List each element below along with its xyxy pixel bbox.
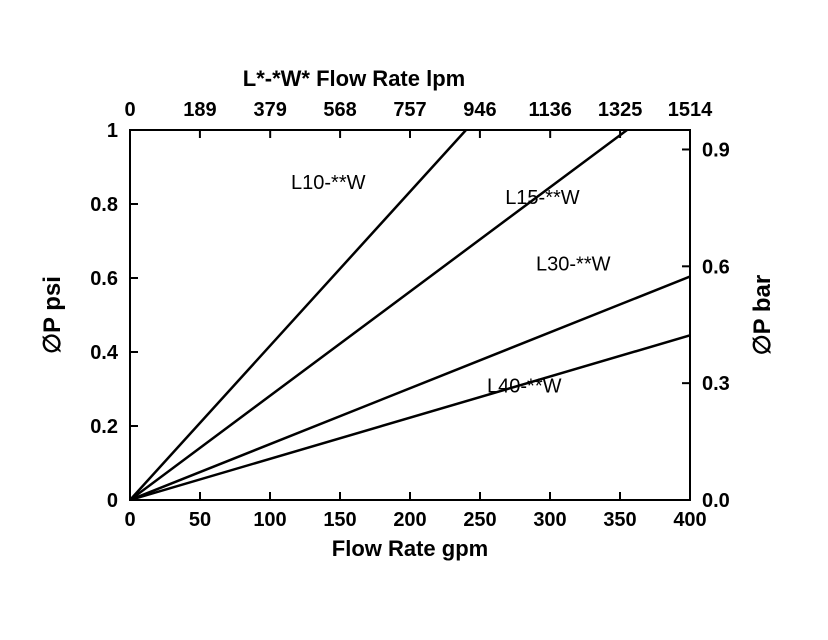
x-bottom-tick-label: 0 [124, 509, 135, 531]
y-right-axis-title: ∅P bar [749, 275, 776, 356]
y-left-tick-label: 0.4 [90, 342, 119, 364]
y-left-tick-label: 0.8 [90, 194, 118, 216]
chart-top-title: L*-*W* Flow Rate lpm [243, 66, 465, 91]
x-top-tick-label: 568 [323, 99, 356, 121]
pressure-flow-chart: 0 50 100 150 200 250 300 350 400 Flow Rate gpm 0 18… [0, 0, 828, 640]
x-bottom-tick-label: 50 [189, 509, 211, 531]
x-bottom-tick-label: 400 [673, 509, 706, 531]
x-top-tick-label: 946 [463, 99, 496, 121]
x-top-tick-label: 1325 [598, 99, 643, 121]
x-top-tick-label: 189 [183, 99, 216, 121]
series-label: L30-**W [536, 254, 611, 276]
y-left-tick-label: 0.2 [90, 416, 118, 438]
y-right-tick-label: 0.0 [702, 490, 730, 512]
series-label: L15-**W [505, 187, 580, 209]
x-top-tick-label: 757 [393, 99, 426, 121]
y-left-axis-title: ∅P psi [39, 276, 66, 354]
x-bottom-tick-label: 250 [463, 509, 496, 531]
x-bottom-tick-label: 300 [533, 509, 566, 531]
x-bottom-tick-label: 350 [603, 509, 636, 531]
y-left-tick-label: 1 [107, 120, 118, 142]
x-bottom-tick-label: 200 [393, 509, 426, 531]
series-label: L10-**W [291, 172, 366, 194]
x-bottom-axis-title: Flow Rate gpm [332, 536, 488, 561]
x-bottom-tick-label: 100 [253, 509, 286, 531]
x-top-tick-label: 0 [124, 99, 135, 121]
y-right-tick-label: 0.6 [702, 256, 730, 278]
series-label: L40-**W [487, 376, 562, 398]
x-top-tick-label: 379 [253, 99, 286, 121]
y-left-tick-label: 0.6 [90, 268, 118, 290]
y-left-tick-label: 0 [107, 490, 118, 512]
y-right-tick-label: 0.9 [702, 139, 730, 161]
x-bottom-tick-label: 150 [323, 509, 356, 531]
y-right-tick-label: 0.3 [702, 373, 730, 395]
chart-svg: 0 50 100 150 200 250 300 350 400 Flow Rate gpm 0 18… [0, 0, 828, 640]
x-top-tick-label: 1136 [528, 99, 571, 121]
x-top-tick-label: 1514 [668, 99, 713, 121]
